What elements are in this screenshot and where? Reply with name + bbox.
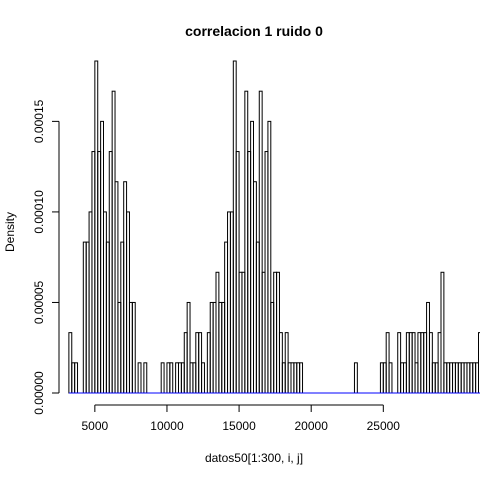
x-axis: 5000 10000 15000 20000 25000 — [81, 404, 401, 433]
histogram-bar — [160, 362, 165, 394]
y-tick-label: 0.00005 — [32, 280, 46, 324]
histogram-bar — [74, 362, 79, 394]
y-tick-label: 0.00000 — [32, 371, 46, 415]
histogram-bar — [201, 362, 205, 394]
histogram-bar — [137, 362, 142, 394]
histogram-bars — [68, 60, 480, 394]
histogram-bar — [388, 362, 393, 394]
y-tick-label: 0.00010 — [32, 190, 46, 234]
x-tick-label: 10000 — [150, 419, 184, 433]
x-tick-label: 25000 — [367, 419, 401, 433]
y-tick-label: 0.00015 — [32, 99, 46, 143]
histogram-bar — [131, 301, 136, 394]
histogram-bar — [353, 362, 358, 394]
chart-title: correlacion 1 ruido 0 — [185, 23, 323, 39]
histogram-bar — [169, 362, 174, 394]
x-axis-label: datos50[1:300, i, j] — [205, 451, 303, 465]
y-axis: 0.00000 0.00005 0.00010 0.00015 — [32, 99, 60, 415]
histogram-bar — [143, 362, 148, 394]
x-tick-label: 15000 — [222, 419, 256, 433]
y-axis-label: Density — [3, 212, 17, 252]
x-tick-label: 5000 — [81, 419, 108, 433]
histogram-bar — [299, 362, 304, 394]
x-tick-label: 20000 — [295, 419, 329, 433]
